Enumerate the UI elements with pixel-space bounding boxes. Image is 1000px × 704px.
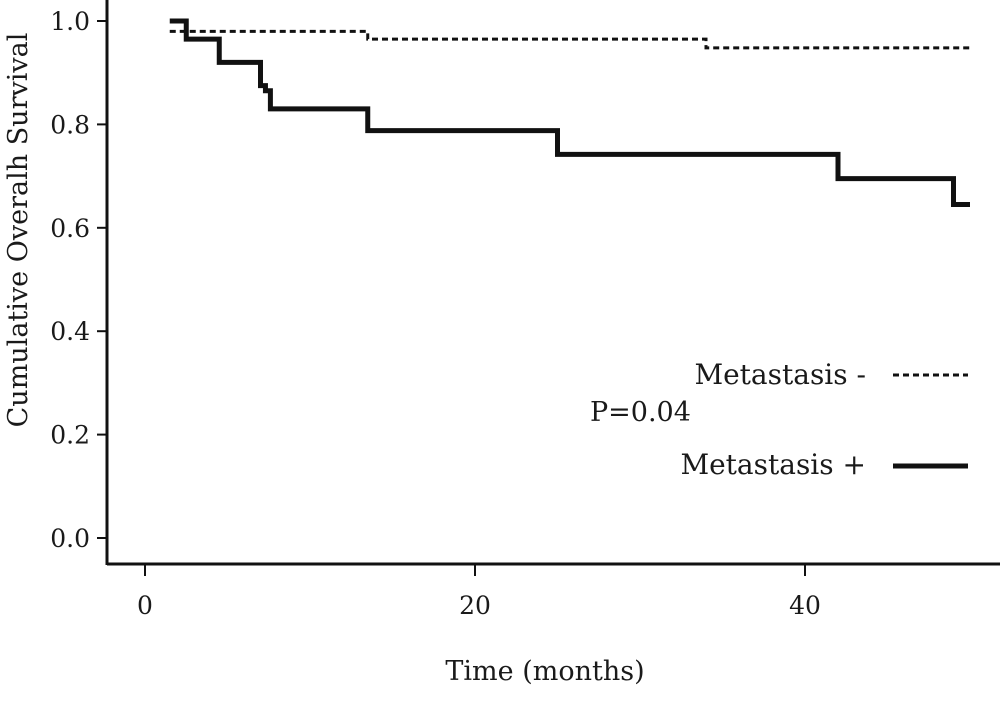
legend-label-metastasis-positive: Metastasis + [680,448,866,481]
p-value-annotation: P=0.04 [590,397,691,428]
legend: Metastasis - Metastasis + [680,358,968,481]
y-tick-label: 0.6 [50,214,90,243]
y-tick-label: 0.4 [50,317,90,346]
x-axis-title: Time (months) [445,656,644,687]
axes [105,0,1000,566]
series-metastasis-positive [169,18,970,208]
x-tick-label: 20 [459,591,491,620]
series-metastasis-negative [169,29,970,50]
y-tick-label: 0.2 [50,421,90,450]
y-tick-label: 0.0 [50,524,90,553]
series-layer [169,18,970,208]
legend-label-metastasis-negative: Metastasis - [694,358,866,391]
y-tick-label: 1.0 [50,7,90,36]
ticks: 0.0 0.2 0.4 0.6 0.8 1.0 0 20 40 [50,7,821,620]
x-tick-label: 0 [137,591,153,620]
y-axis-title: Cumulative Overalh Survival [3,33,34,428]
y-tick-label: 0.8 [50,110,90,139]
x-tick-label: 40 [789,591,821,620]
